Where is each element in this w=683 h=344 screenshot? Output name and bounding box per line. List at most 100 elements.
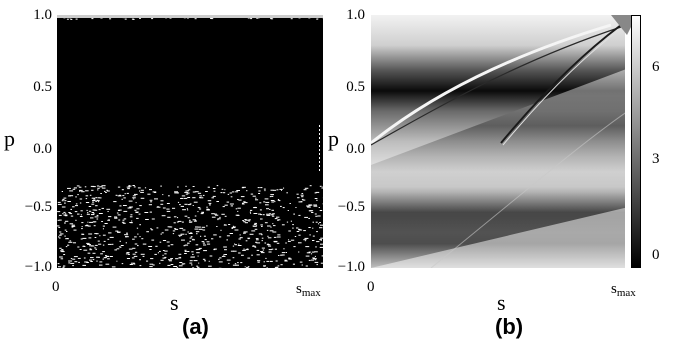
speckle (290, 239, 295, 241)
speckle (114, 216, 117, 218)
panel-a-ytick-0.5: 0.5 (33, 79, 52, 95)
speckle (283, 187, 285, 189)
speckle (309, 234, 311, 236)
speckle (181, 263, 184, 265)
speckle (258, 213, 261, 215)
speckle (293, 246, 296, 248)
speckle (241, 187, 245, 189)
speckle (256, 254, 260, 256)
colorbar-tick-3: 3 (652, 151, 660, 167)
speckle (159, 250, 161, 252)
speckle (194, 228, 199, 230)
speckle (146, 231, 149, 233)
speckle (111, 266, 116, 268)
speckle (89, 259, 92, 261)
speckle (96, 256, 99, 258)
speckle (319, 149, 320, 151)
speckle (62, 198, 65, 200)
speckle (271, 215, 275, 217)
speckle (81, 226, 83, 228)
speckle (210, 18, 213, 19)
speckle (271, 248, 274, 250)
speckle (246, 248, 249, 250)
speckle (183, 245, 186, 247)
speckle (187, 197, 191, 198)
speckle (182, 263, 186, 265)
panel-a-xtick-smax: smax (296, 281, 321, 300)
speckle (308, 251, 311, 253)
speckle (220, 192, 223, 194)
speckle (91, 203, 95, 205)
speckle (116, 212, 119, 214)
speckle (139, 236, 141, 238)
speckle (218, 261, 223, 263)
speckle (232, 225, 235, 227)
speckle (216, 185, 219, 187)
speckle (254, 246, 257, 248)
speckle (217, 218, 221, 220)
speckle (265, 201, 270, 203)
speckle (255, 224, 258, 226)
speckle (285, 242, 287, 244)
speckle (88, 206, 92, 207)
speckle (121, 198, 123, 200)
colorbar-tick-0: 0 (652, 247, 660, 263)
speckle (89, 248, 92, 250)
speckle (290, 220, 292, 222)
speckle (242, 220, 245, 222)
speckle (73, 187, 77, 189)
speckle (179, 235, 181, 237)
speckle (181, 221, 184, 223)
speckle (316, 241, 320, 243)
speckle (261, 225, 263, 227)
speckle (104, 185, 106, 187)
speckle (69, 213, 73, 215)
speckle (211, 18, 214, 20)
speckle (97, 189, 99, 191)
speckle (263, 261, 265, 263)
speckle (316, 231, 318, 233)
speckle (91, 189, 94, 191)
speckle (226, 235, 230, 237)
speckle (258, 233, 263, 235)
speckle (101, 221, 103, 222)
speckle (162, 257, 166, 259)
speckle (57, 203, 62, 205)
speckle (77, 213, 80, 215)
speckle (300, 194, 304, 196)
speckle (271, 201, 275, 203)
speckle (107, 219, 110, 221)
speckle (315, 221, 318, 223)
speckle (243, 202, 248, 204)
panel-a: 1.0 0.5 0.0 −0.5 −1.0 p 0 s smax (a) (0, 0, 340, 344)
speckle (229, 233, 233, 234)
speckle (117, 214, 121, 216)
speckle (246, 266, 249, 268)
speckle (160, 200, 164, 202)
speckle (122, 222, 126, 224)
speckle (293, 213, 295, 215)
speckle (281, 189, 282, 191)
speckle (189, 260, 193, 262)
speckle (185, 233, 187, 235)
speckle (257, 187, 260, 189)
speckle (149, 189, 152, 191)
speckle (125, 253, 129, 255)
speckle (144, 212, 149, 213)
speckle (237, 245, 242, 246)
speckle (64, 215, 68, 217)
speckle (211, 197, 214, 199)
speckle (319, 222, 321, 223)
speckle (61, 191, 63, 192)
speckle (103, 240, 106, 242)
speckle (242, 249, 246, 251)
speckle (239, 234, 241, 236)
panel-b-ytick-0: 0.0 (346, 141, 365, 157)
speckle (90, 257, 94, 259)
speckle (194, 18, 197, 20)
speckle (105, 255, 107, 257)
speckle (304, 187, 309, 189)
speckle (198, 247, 202, 249)
speckle (270, 194, 274, 196)
speckle (237, 210, 239, 212)
